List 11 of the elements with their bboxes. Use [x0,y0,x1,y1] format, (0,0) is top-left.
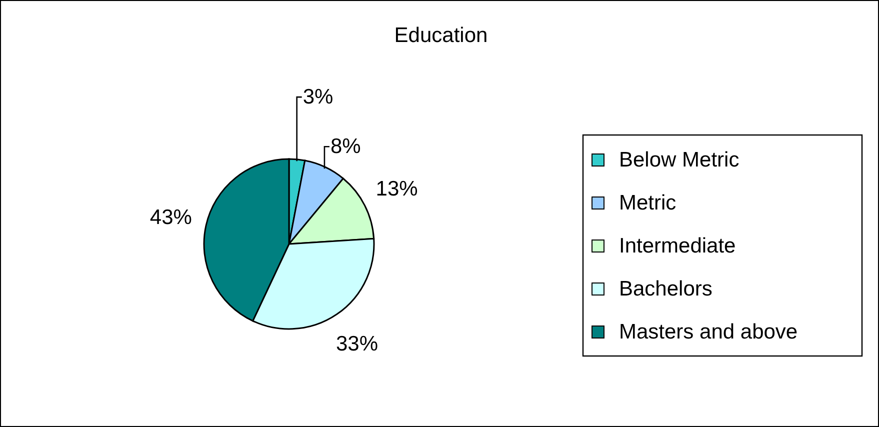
data-label: 43% [150,206,192,230]
data-label: 33% [336,332,378,356]
legend-label: Metric [619,192,676,214]
legend-label: Below Metric [619,148,740,172]
data-label: 8% [330,135,361,158]
legend-label: Bachelors [619,278,712,300]
chart-title: Education [394,24,488,47]
data-label: 3% [302,86,334,109]
legend-label: Intermediate [619,234,736,258]
legend-label: Masters and above [619,320,798,344]
data-label: 13% [376,178,418,201]
